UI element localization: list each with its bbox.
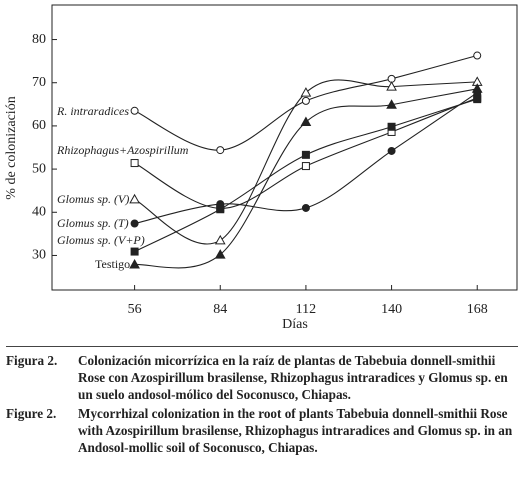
marker xyxy=(387,146,396,155)
caption-text: Colonización micorrízica en la raíz de p… xyxy=(78,353,508,402)
y-tick-label: 50 xyxy=(32,161,46,176)
marker xyxy=(301,203,310,212)
series-label: Testigo xyxy=(95,257,130,271)
x-tick-label: 84 xyxy=(213,302,227,317)
x-tick-label: 140 xyxy=(381,302,402,317)
y-tick-label: 30 xyxy=(32,248,46,263)
marker xyxy=(216,146,225,155)
marker xyxy=(129,259,140,269)
rule xyxy=(6,346,518,347)
x-axis-title: Días xyxy=(282,317,308,332)
marker xyxy=(301,150,310,159)
marker xyxy=(300,87,312,97)
series-label: Glomus sp. (V+P) xyxy=(57,233,145,247)
marker xyxy=(387,122,396,131)
x-tick-label: 168 xyxy=(467,302,488,317)
marker xyxy=(301,162,310,171)
marker xyxy=(386,81,397,91)
marker xyxy=(214,249,226,259)
marker xyxy=(216,205,225,214)
marker xyxy=(130,159,139,168)
chart: Días % de colonización 30 40 50 60 70 80 56 84 1… xyxy=(4,4,518,332)
marker xyxy=(130,219,139,228)
marker xyxy=(386,99,397,109)
y-axis-title: % de colonización xyxy=(4,96,19,199)
caption: Figura 2. Colonización micorrízica en la … xyxy=(6,352,518,403)
series-label: Rhizophagus+Azospirillum xyxy=(56,143,189,157)
series-label: Glomus sp. (V) xyxy=(57,192,129,206)
caption-label: Figure 2. xyxy=(6,406,57,421)
marker xyxy=(473,95,482,104)
marker xyxy=(300,116,312,127)
x-tick-label: 112 xyxy=(296,302,316,317)
y-tick-label: 60 xyxy=(32,118,46,133)
marker xyxy=(214,234,226,245)
marker xyxy=(301,96,310,105)
marker xyxy=(473,51,482,60)
x-tick-label: 56 xyxy=(128,302,142,317)
y-tick-label: 40 xyxy=(32,204,46,219)
plot-frame xyxy=(51,4,518,291)
marker xyxy=(130,106,139,115)
marker xyxy=(130,247,139,256)
captions: Figura 2. Colonización micorrízica en la … xyxy=(6,352,518,458)
marker xyxy=(129,193,140,204)
caption: Figure 2. Mycorrhizal colonization in the… xyxy=(6,405,518,456)
caption-text: Mycorrhizal colonization in the root of … xyxy=(78,406,513,455)
y-tick-label: 80 xyxy=(32,32,46,47)
caption-label: Figura 2. xyxy=(6,353,58,368)
series-label: R. intraradices xyxy=(56,104,129,118)
y-tick-label: 70 xyxy=(32,75,46,90)
series-label: Glomus sp. (T) xyxy=(57,216,129,230)
series-line xyxy=(134,79,478,245)
marker xyxy=(471,83,483,93)
